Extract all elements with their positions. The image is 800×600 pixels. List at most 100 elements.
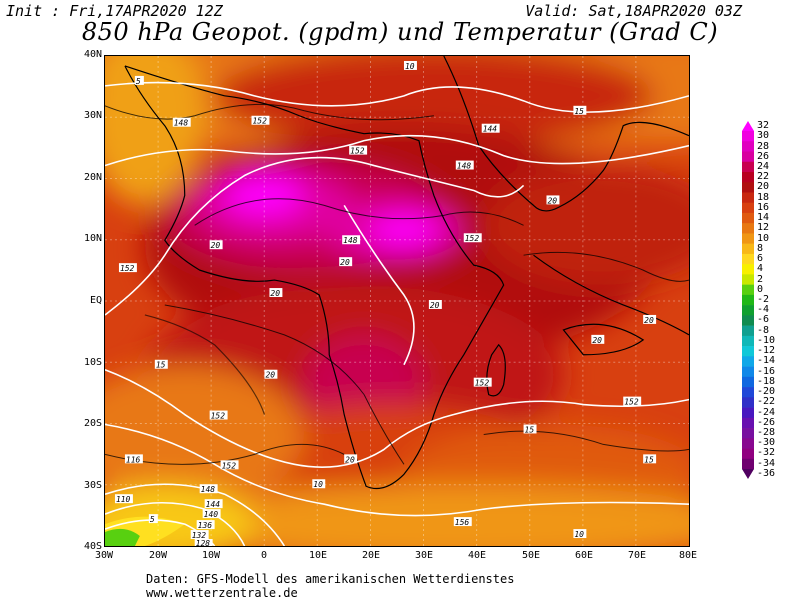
color-scale-cell [742,438,754,449]
color-scale-label: -24 [757,406,776,418]
color-scale-label: 14 [757,212,770,224]
color-scale-bar [742,121,754,479]
color-scale-cell [742,161,754,173]
color-scale-label: 30 [757,130,770,142]
svg-text:15: 15 [644,455,654,464]
color-scale-label: -30 [757,437,776,449]
geopot-label: 140 [202,509,221,519]
footer-website: www.wetterzentrale.de [146,586,298,600]
geopot-label: 148 [455,160,474,171]
lon-label: 10E [308,550,328,561]
weather-map: 152 152 148 144 148 148 152 152 152 152 … [104,55,690,547]
color-scale-label: 12 [757,222,770,234]
svg-text:20: 20 [345,455,355,464]
temp-label: 20 [428,300,442,310]
svg-text:20: 20 [430,301,440,310]
color-scale-cell [742,376,754,388]
color-scale-cell [742,335,754,347]
color-scale-cell [742,315,754,326]
color-scale-cell [742,397,754,408]
svg-text:10: 10 [313,480,323,489]
temp-label: 10 [403,60,417,71]
color-scale-cell [742,212,754,224]
color-scale-label: -32 [757,447,776,459]
map-title: 850 hPa Geopot. (gpdm) und Temperatur (G… [81,18,719,46]
temp-label: 15 [573,105,587,116]
svg-text:10: 10 [405,62,415,71]
geopot-label: 152 [463,233,482,243]
color-scale-cell [742,417,754,429]
geopot-label: 156 [453,517,472,527]
svg-text:144: 144 [206,500,221,509]
temp-label: 20 [591,334,605,345]
color-scale-cell [742,325,754,337]
temp-label: 20 [209,240,223,250]
color-scale-label: -8 [757,324,770,336]
geopot-label: 152 [118,263,137,273]
color-scale-cell [742,346,754,357]
lon-label: 10W [201,550,221,561]
lat-label: 20S [83,418,102,429]
svg-text:152: 152 [211,412,226,421]
temp-label: 15 [154,359,168,370]
color-scale-cell [742,366,754,378]
svg-text:136: 136 [198,521,213,530]
svg-text:156: 156 [455,518,470,527]
lat-label: EQ [89,295,102,306]
svg-text:152: 152 [624,398,639,407]
svg-text:152: 152 [475,379,490,388]
lon-label: 60E [574,550,594,561]
color-scale-label: 8 [757,242,764,254]
color-scale-cell [742,428,754,439]
geopot-label: 136 [196,520,215,530]
lat-label: 10S [83,357,102,368]
color-scale-label: -6 [757,314,770,326]
color-scale-cell [742,407,754,419]
color-scale-cell [742,141,754,152]
color-scale-label: 20 [757,181,770,193]
color-scale-cell [742,151,754,163]
color-scale-label: 22 [757,171,770,183]
color-scale-cell [742,469,754,479]
temp-label: 15 [643,454,657,464]
color-scale-label: 0 [757,283,764,295]
color-scale-cell [742,274,754,285]
temp-label: 20 [344,454,358,464]
lon-label: 70E [627,550,647,561]
svg-text:152: 152 [120,264,135,273]
color-scale-label: -2 [757,294,770,305]
color-scale-cell [742,243,754,255]
init-time: Init : Fri,17APR2020 12Z [6,2,223,20]
color-scale-cell [742,233,754,244]
color-scale-cell [742,223,754,234]
svg-text:20: 20 [547,196,557,205]
lat-label: 20N [83,172,102,183]
valid-time: Valid: Sat,18APR2020 03Z [525,2,742,20]
color-scale-label: -10 [757,334,776,346]
lon-label: 0 [260,550,268,561]
geopot-label: 152 [251,115,270,126]
geopot-label: 144 [204,499,223,509]
color-scale-label: 6 [757,253,764,265]
svg-text:144: 144 [483,125,498,134]
color-scale-label: 28 [757,140,770,152]
temp-label: 10 [573,529,587,539]
lon-label: 50E [521,550,541,561]
color-scale-cell [742,253,754,265]
svg-text:116: 116 [126,455,141,464]
svg-text:5: 5 [150,515,155,524]
geopot-label: 132 [190,530,209,540]
color-scale-cell [742,202,754,214]
color-scale-label: 4 [757,263,764,275]
lon-label: 30W [94,550,114,561]
lat-label: 40S [83,541,102,552]
color-scale-cell [742,458,754,470]
color-scale-cell [742,121,754,131]
color-scale-label: 18 [757,191,770,203]
geopot-label: 152 [349,145,368,156]
lon-label: 20W [148,550,168,561]
color-scale-label: -18 [757,375,776,387]
color-scale-label: -14 [757,355,776,367]
svg-text:148: 148 [343,236,358,245]
color-scale-label: -4 [757,304,770,316]
